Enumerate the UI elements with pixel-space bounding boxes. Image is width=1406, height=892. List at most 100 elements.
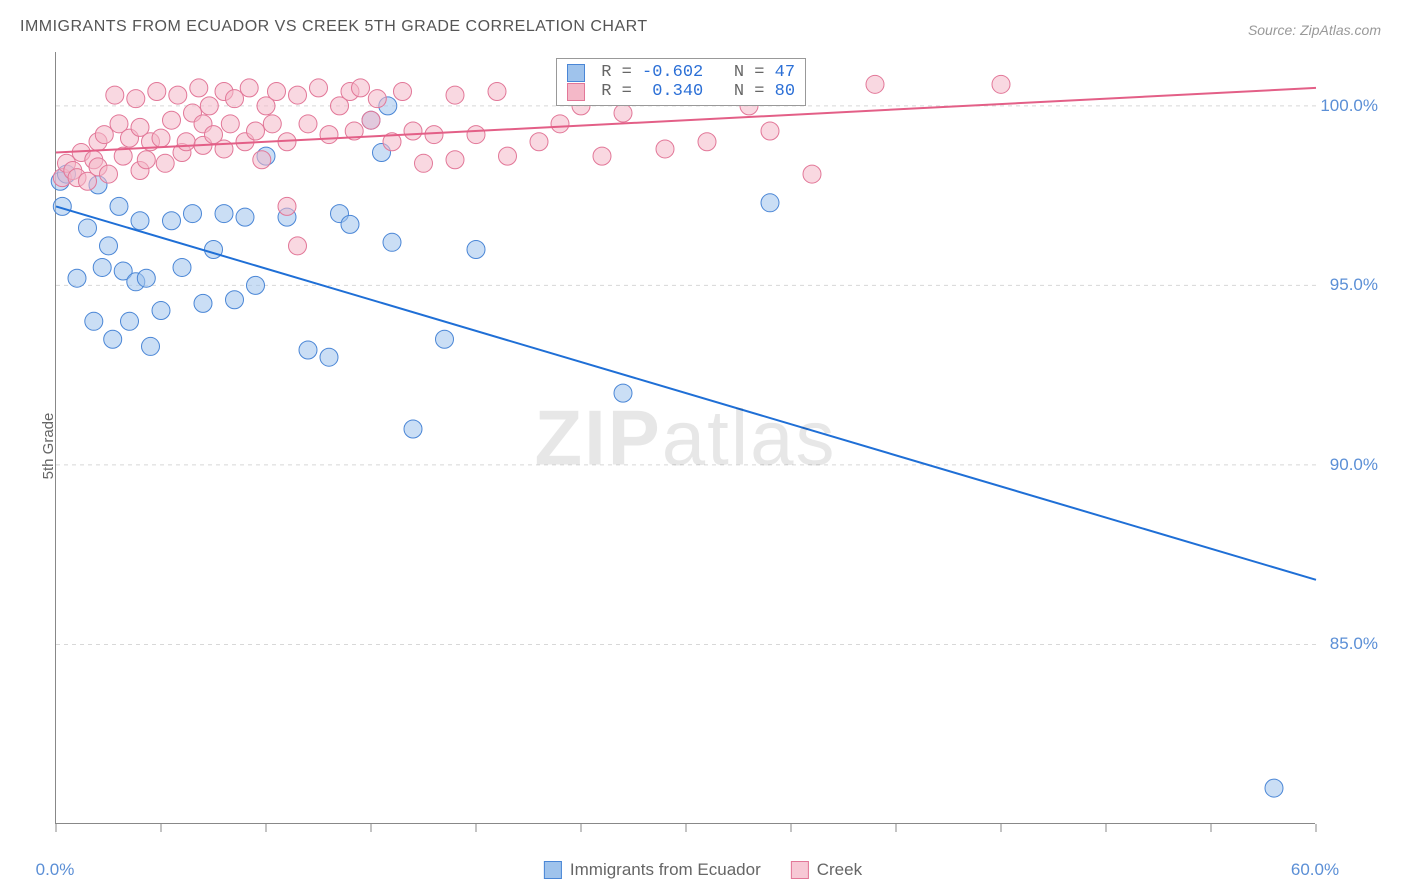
data-point [163, 111, 181, 129]
legend-swatch [544, 861, 562, 879]
correlation-stats-box: R = -0.602 N = 47 R = 0.340 N = 80 [556, 58, 806, 106]
data-point [289, 237, 307, 255]
data-point [106, 86, 124, 104]
data-point [614, 104, 632, 122]
data-point [467, 126, 485, 144]
data-point [467, 240, 485, 258]
scatter-svg [56, 52, 1316, 824]
data-point [79, 219, 97, 237]
data-point [341, 215, 359, 233]
data-point [499, 147, 517, 165]
legend-label: Immigrants from Ecuador [570, 860, 761, 880]
y-tick-label: 100.0% [1320, 96, 1378, 116]
data-point [263, 115, 281, 133]
stats-swatch [567, 83, 585, 101]
legend-swatch [791, 861, 809, 879]
data-point [226, 291, 244, 309]
data-point [320, 348, 338, 366]
data-point [803, 165, 821, 183]
data-point [68, 269, 86, 287]
data-point [299, 341, 317, 359]
y-tick-label: 95.0% [1330, 275, 1378, 295]
data-point [488, 82, 506, 100]
data-point [530, 133, 548, 151]
data-point [368, 90, 386, 108]
data-point [278, 197, 296, 215]
data-point [289, 86, 307, 104]
data-point [194, 294, 212, 312]
data-point [247, 276, 265, 294]
data-point [152, 302, 170, 320]
data-point [656, 140, 674, 158]
data-point [85, 312, 103, 330]
y-tick-label: 85.0% [1330, 634, 1378, 654]
chart-container: IMMIGRANTS FROM ECUADOR VS CREEK 5TH GRA… [0, 0, 1406, 892]
data-point [100, 165, 118, 183]
data-point [93, 258, 111, 276]
data-point [1265, 779, 1283, 797]
data-point [761, 122, 779, 140]
data-point [190, 79, 208, 97]
data-point [100, 237, 118, 255]
legend-item: Creek [791, 860, 862, 880]
data-point [362, 111, 380, 129]
data-point [131, 212, 149, 230]
x-tick-label: 60.0% [1291, 860, 1339, 880]
data-point [152, 129, 170, 147]
x-tick-label: 0.0% [36, 860, 75, 880]
data-point [698, 133, 716, 151]
data-point [163, 212, 181, 230]
chart-title: IMMIGRANTS FROM ECUADOR VS CREEK 5TH GRA… [20, 18, 648, 36]
data-point [415, 154, 433, 172]
data-point [121, 312, 139, 330]
data-point [866, 75, 884, 93]
data-point [394, 82, 412, 100]
data-point [169, 86, 187, 104]
legend: Immigrants from Ecuador Creek [544, 860, 862, 880]
data-point [110, 197, 128, 215]
data-point [425, 126, 443, 144]
data-point [310, 79, 328, 97]
data-point [446, 151, 464, 169]
stats-text: R = -0.602 N = 47 [591, 63, 795, 82]
data-point [593, 147, 611, 165]
data-point [156, 154, 174, 172]
data-point [137, 151, 155, 169]
data-point [383, 233, 401, 251]
data-point [299, 115, 317, 133]
data-point [221, 115, 239, 133]
data-point [148, 82, 166, 100]
data-point [404, 420, 422, 438]
data-point [551, 115, 569, 133]
data-point [215, 205, 233, 223]
data-point [137, 269, 155, 287]
stats-row: R = -0.602 N = 47 [567, 63, 795, 82]
plot-area: ZIPatlas R = -0.602 N = 47 R = 0.340 N =… [55, 52, 1315, 824]
legend-label: Creek [817, 860, 862, 880]
data-point [436, 330, 454, 348]
source-label: Source: ZipAtlas.com [1248, 22, 1381, 38]
data-point [446, 86, 464, 104]
trend-line [56, 206, 1316, 579]
data-point [614, 384, 632, 402]
data-point [104, 330, 122, 348]
stats-text: R = 0.340 N = 80 [591, 82, 795, 101]
data-point [247, 122, 265, 140]
data-point [404, 122, 422, 140]
data-point [200, 97, 218, 115]
data-point [95, 126, 113, 144]
data-point [761, 194, 779, 212]
stats-row: R = 0.340 N = 80 [567, 82, 795, 101]
data-point [177, 133, 195, 151]
stats-swatch [567, 64, 585, 82]
data-point [352, 79, 370, 97]
data-point [127, 90, 145, 108]
legend-item: Immigrants from Ecuador [544, 860, 761, 880]
data-point [253, 151, 271, 169]
y-tick-label: 90.0% [1330, 455, 1378, 475]
data-point [240, 79, 258, 97]
data-point [268, 82, 286, 100]
data-point [184, 205, 202, 223]
data-point [226, 90, 244, 108]
data-point [142, 337, 160, 355]
